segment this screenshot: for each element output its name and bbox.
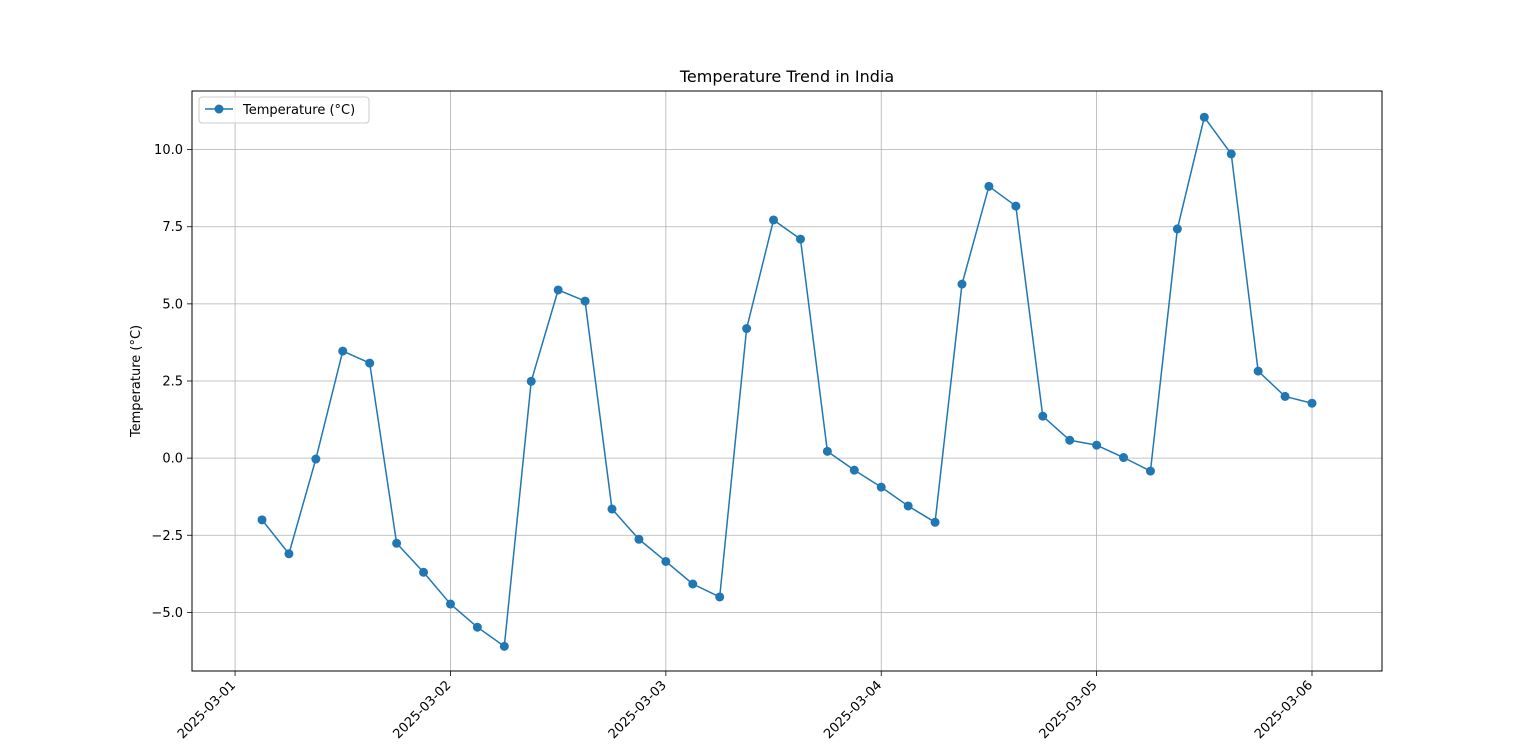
data-point (688, 579, 698, 589)
data-point (257, 515, 267, 525)
data-point (1307, 398, 1317, 408)
data-point (822, 446, 832, 456)
data-point (607, 504, 617, 514)
data-point (365, 358, 375, 368)
data-point (1119, 453, 1129, 463)
series-line (261, 116, 1313, 648)
data-point (795, 234, 805, 244)
y-tick-label: 2.5 (162, 375, 183, 390)
data-point (553, 285, 563, 295)
data-point (957, 279, 967, 289)
data-point (1038, 411, 1048, 421)
y-tick-label: −5.0 (151, 606, 183, 621)
y-axis: −5.0 −2.5 0.0 2.5 5.0 7.5 10.0 (151, 143, 192, 621)
data-point (903, 501, 913, 511)
legend-marker-icon (214, 104, 224, 114)
data-point (715, 592, 725, 602)
data-point (392, 538, 402, 548)
data-point (526, 376, 536, 386)
data-point (876, 482, 886, 492)
data-point (1011, 201, 1021, 211)
data-point (984, 181, 994, 191)
data-point (634, 534, 644, 544)
data-point (311, 454, 321, 464)
chart-title: Temperature Trend in India (679, 67, 894, 86)
data-point (472, 622, 482, 632)
data-point (1280, 391, 1290, 401)
legend: Temperature (°C) (198, 96, 370, 124)
data-point (1065, 435, 1075, 445)
data-point (1172, 224, 1182, 234)
grid (192, 91, 1382, 671)
y-tick-label: 0.0 (162, 452, 183, 467)
y-tick-label: 5.0 (162, 297, 183, 312)
data-point (338, 346, 348, 356)
data-point (499, 641, 509, 651)
data-point (930, 517, 940, 527)
data-point (1092, 440, 1102, 450)
data-point (661, 556, 671, 566)
data-point (419, 567, 429, 577)
y-tick-label: −2.5 (151, 529, 183, 544)
data-point (580, 296, 590, 306)
data-point (1226, 149, 1236, 159)
y-tick-label: 7.5 (162, 220, 183, 235)
series-temperature (257, 112, 1317, 651)
data-point (1145, 466, 1155, 476)
y-tick-label: 10.0 (154, 143, 183, 158)
legend-box (198, 96, 370, 124)
data-point (849, 465, 859, 475)
data-point (769, 215, 779, 225)
y-axis-label: Temperature (°C) (129, 325, 144, 438)
legend-label: Temperature (°C) (242, 103, 355, 118)
data-point (284, 549, 294, 559)
data-point (742, 324, 752, 334)
data-point (1253, 366, 1263, 376)
data-point (445, 599, 455, 609)
data-point (1199, 112, 1209, 122)
